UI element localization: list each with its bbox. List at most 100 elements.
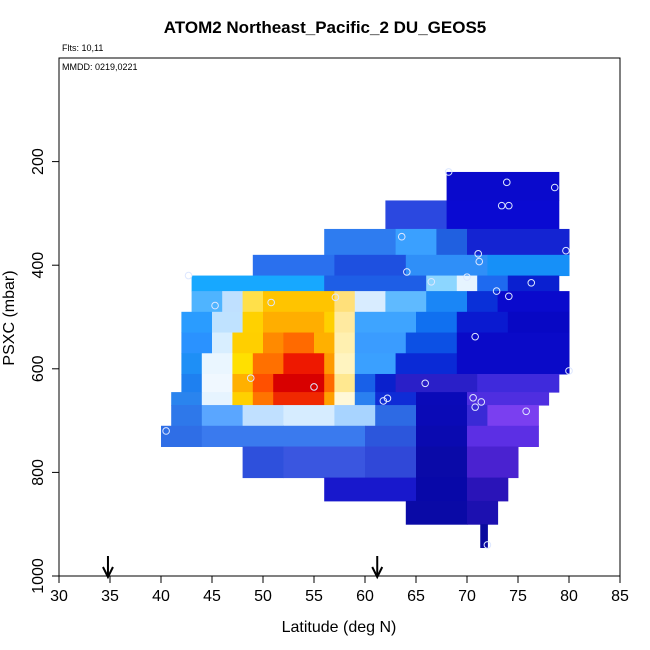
heatmap-cell [385,200,448,230]
heatmap-cell [324,311,335,334]
data-point [184,271,193,280]
heatmap-cell [334,311,356,334]
heatmap-cell [334,373,356,393]
heatmap-cell [416,405,468,427]
heatmap-cell [201,405,244,427]
heatmap-cell [467,446,519,479]
heatmap-cell [273,373,325,393]
y-tick-label: 600 [30,355,47,382]
data-point [444,168,453,176]
heatmap-cell [263,332,284,354]
heatmap-cell [263,291,335,313]
heatmap-cell [354,291,386,313]
data-point [246,374,255,382]
heatmap-cell [181,353,203,375]
heatmap-cell [477,373,560,393]
heatmap-cell [375,373,397,393]
heatmap-cell [365,425,417,447]
heatmap-cell [201,425,284,447]
heatmap-cell [334,353,356,375]
data-point [471,332,479,341]
data-point [474,250,483,258]
heatmap-cell [456,311,509,334]
heatmap-cell [467,425,539,447]
x-axis-title: Latitude (deg N) [282,619,397,636]
heatmap-cell [232,373,254,393]
x-tick-label: 40 [152,588,170,605]
x-tick-label: 75 [509,588,527,605]
heatmap-cell [324,353,335,375]
heatmap-cell [477,275,509,292]
date-note: MMDD: 0219,0221 [62,62,138,72]
data-point [403,268,411,276]
heatmap-cell [395,228,437,256]
y-axis: 200 400 600 800 1000 [30,148,60,594]
heatmap-cell [467,405,488,427]
heatmap-cell [334,332,356,354]
heatmap-cell [324,373,335,393]
heatmap-cell [480,524,488,549]
heatmap-cell [314,332,335,354]
heatmap-cell [201,373,233,393]
heatmap-cell [456,275,478,292]
flights-note: Flts: 10,11 [62,43,103,53]
heatmap-cell [395,373,478,393]
y-axis-title: PSXC (mbar) [1,270,18,365]
heatmap-cell [324,275,427,292]
heatmap-cell [324,477,417,502]
data-point [505,292,513,301]
observation-points-layer [162,168,573,549]
heatmap-cell [354,392,376,406]
heatmap-cell [161,425,203,447]
heatmap-cell [242,311,264,334]
heatmap-cell [416,477,468,502]
data-point [522,407,530,416]
heatmap-cell [191,291,223,313]
heatmap-cell [446,200,560,230]
heatmap-cell [242,446,284,479]
heatmap-cell [283,332,315,354]
heatmap-cell [436,228,468,256]
heatmap-cell [222,291,244,313]
heatmap-cell [365,446,417,479]
heatmap-cell [232,392,254,406]
flight-marker-arrow [371,556,384,580]
heatmap-cell [354,353,397,375]
heatmap-cell [242,405,284,427]
heatmap-cell [405,254,488,277]
heatmap-cell [242,291,264,313]
heatmap-cell [334,392,356,406]
flight-marker-arrow [102,556,114,580]
heatmap-cell [416,392,468,406]
heatmap-cell [385,291,427,313]
data-point [379,397,388,405]
x-tick-label: 45 [203,588,221,605]
data-point [331,293,340,302]
data-point [483,541,492,549]
heatmap-cell [283,405,335,427]
heatmap-cell [232,332,264,354]
x-tick-label: 35 [101,588,119,605]
heatmap-cell [212,332,233,354]
x-tick-label: 60 [356,588,374,605]
data-point [421,379,429,388]
data-point [502,178,511,187]
heatmap-cell [416,425,468,447]
heatmap-cell [181,373,203,393]
heatmap-cell [212,311,244,334]
data-point [469,394,477,402]
data-point [562,246,570,255]
heatmap-cell [426,291,468,313]
y-tick-label: 400 [30,252,47,279]
x-tick-label: 50 [254,588,272,605]
heatmap-cell [426,275,458,292]
heatmap-cell [273,392,325,406]
heatmap-cell [446,171,560,201]
heatmap-cell [405,500,468,525]
heatmap-cell [263,311,325,334]
x-tick-label: 80 [560,588,578,605]
heatmap-cell [191,275,325,292]
x-tick-label: 65 [407,588,425,605]
heatmap-cell [354,332,407,354]
y-tick-label: 800 [30,459,47,486]
